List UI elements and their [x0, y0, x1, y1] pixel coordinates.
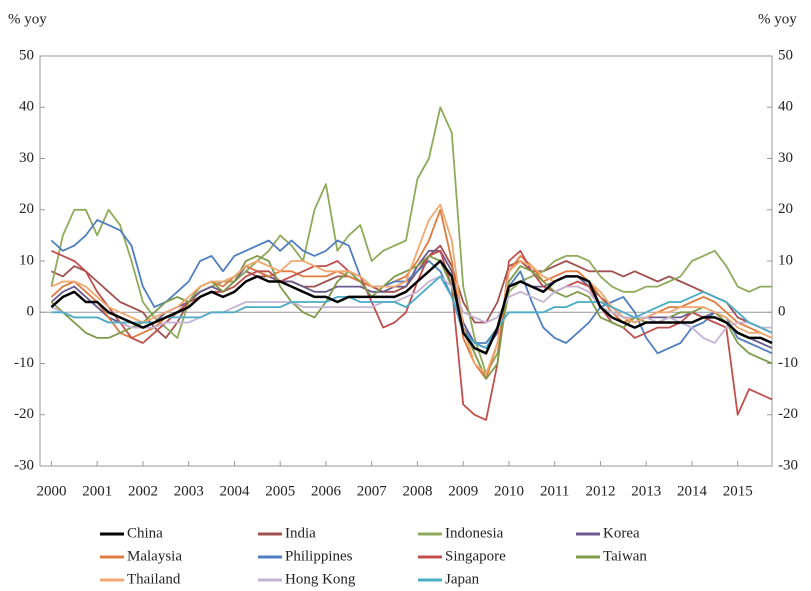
- series-line: [51, 244, 773, 339]
- y2-tick-label: 10: [778, 252, 793, 268]
- series-line: [50, 219, 773, 355]
- y2-tick-label: 50: [778, 47, 793, 63]
- legend-label: China: [127, 525, 163, 541]
- series-line: [51, 203, 773, 375]
- y-tick-label: -30: [14, 457, 34, 473]
- series-line: [51, 275, 773, 349]
- y2-tick-label: 30: [778, 150, 793, 166]
- legend-label: Hong Kong: [285, 571, 356, 587]
- legend-label: Thailand: [127, 571, 181, 587]
- legend-label: Japan: [445, 571, 480, 587]
- series-line: [50, 259, 773, 355]
- x-tick-label: 2010: [494, 483, 524, 499]
- x-tick-label: 2013: [631, 483, 661, 499]
- y-tick-label: 30: [19, 150, 34, 166]
- y2-tick-label: 0: [778, 304, 786, 320]
- x-tick-label: 2014: [677, 483, 708, 499]
- y-tick-label: 0: [27, 304, 35, 320]
- legend-label: Taiwan: [603, 548, 647, 564]
- legend-label: Malaysia: [127, 548, 182, 564]
- y-tick-label: 40: [19, 99, 34, 115]
- x-tick-label: 2009: [448, 483, 478, 499]
- x-tick-label: 2008: [402, 483, 432, 499]
- x-tick-label: 2004: [219, 483, 250, 499]
- x-tick-label: 2000: [36, 483, 66, 499]
- x-tick-label: 2006: [311, 483, 342, 499]
- plot-frame: [39, 55, 773, 467]
- y2-tick-label: -10: [778, 355, 798, 371]
- x-tick-label: 2001: [82, 483, 112, 499]
- legend-label: Indonesia: [445, 525, 504, 541]
- legend-label: Philippines: [285, 548, 353, 564]
- legend-label: India: [285, 525, 316, 541]
- y-axis-label: % yoy: [8, 11, 47, 27]
- x-tick-label: 2011: [540, 483, 569, 499]
- x-tick-label: 2005: [265, 483, 295, 499]
- y-tick-label: 50: [19, 47, 34, 63]
- series-line: [51, 275, 772, 344]
- y-tick-label: -20: [14, 406, 34, 422]
- legend-label: Korea: [603, 525, 640, 541]
- y2-tick-label: 40: [778, 99, 793, 115]
- y-tick-label: 10: [19, 252, 34, 268]
- legend-label: Singapore: [445, 548, 506, 564]
- x-tick-label: 2002: [128, 483, 158, 499]
- x-tick-label: 2007: [357, 483, 388, 499]
- y2-axis-label: % yoy: [758, 11, 797, 27]
- y-tick-label: -10: [14, 355, 34, 371]
- y-tick-label: 20: [19, 201, 34, 217]
- y2-tick-label: -30: [778, 457, 798, 473]
- series-line: [50, 106, 772, 375]
- y2-tick-label: 20: [778, 201, 793, 217]
- x-tick-label: 2015: [723, 483, 753, 499]
- y2-tick-label: -20: [778, 406, 798, 422]
- x-tick-label: 2003: [174, 483, 204, 499]
- x-tick-label: 2012: [585, 483, 615, 499]
